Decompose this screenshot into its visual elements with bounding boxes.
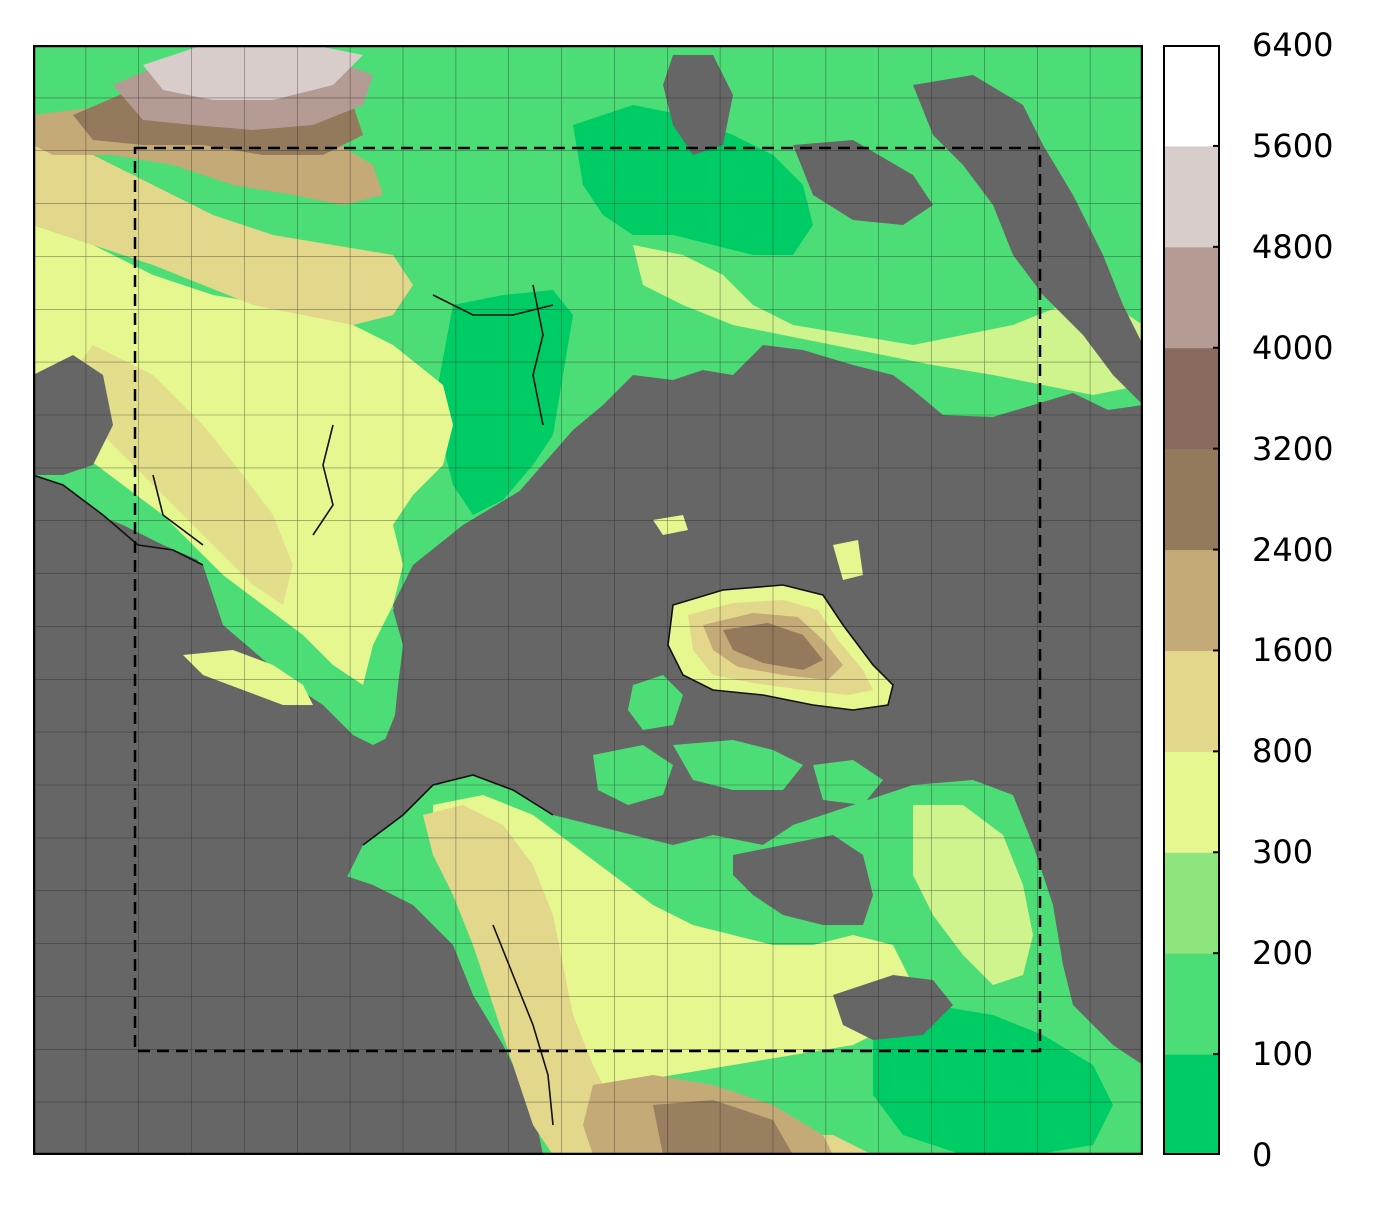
land-upper-summit bbox=[143, 45, 363, 100]
island-small-2 bbox=[833, 540, 863, 580]
land-upper-plateau bbox=[33, 225, 453, 685]
archipelago-island-1 bbox=[593, 745, 673, 805]
colorbar-swatch bbox=[1163, 650, 1220, 752]
colorbar-tick-label: 3200 bbox=[1252, 429, 1334, 468]
colorbar-swatch bbox=[1163, 347, 1220, 450]
colorbar bbox=[1163, 45, 1220, 1155]
colorbar-swatches bbox=[1163, 45, 1220, 1155]
inner-bay-2 bbox=[833, 975, 953, 1040]
coastlines bbox=[33, 284, 894, 1126]
colorbar-tick-label: 200 bbox=[1252, 934, 1314, 973]
colorbar-tick-label: 800 bbox=[1252, 732, 1314, 771]
colorbar-tick-label: 5600 bbox=[1252, 126, 1334, 165]
land-upper-highland-2 bbox=[63, 345, 293, 605]
archipelago-island-2 bbox=[673, 740, 803, 790]
coastline-river-1 bbox=[432, 294, 554, 316]
sea-lower-left bbox=[33, 805, 543, 1155]
land-lower-lowland bbox=[873, 1005, 1113, 1155]
island-small-1 bbox=[653, 515, 688, 535]
archipelago bbox=[593, 675, 883, 805]
coastline-west bbox=[492, 924, 554, 1126]
colorbar-tick-label: 2400 bbox=[1252, 530, 1334, 569]
inner-bay bbox=[733, 835, 873, 925]
colorbar-canvas bbox=[1163, 45, 1220, 1155]
colorbar-tick-label: 0 bbox=[1252, 1136, 1273, 1174]
land-lower-plain-2 bbox=[913, 805, 1033, 985]
land-upper-highland bbox=[33, 135, 413, 325]
domain-box bbox=[133, 146, 1042, 1053]
sea-inlet-upper-left bbox=[663, 55, 733, 155]
colorbar-tick-label: 4800 bbox=[1252, 227, 1334, 266]
coastline-river-3 bbox=[312, 424, 334, 536]
island-left bbox=[183, 650, 313, 705]
colorbar-swatch bbox=[1163, 549, 1220, 651]
elevation-map bbox=[33, 45, 1143, 1155]
sea-left-bay bbox=[33, 495, 198, 585]
colorbar-swatch bbox=[1163, 448, 1220, 551]
land-upper-lowland bbox=[438, 290, 573, 515]
colorbar-swatch bbox=[1163, 852, 1220, 954]
colorbar-tick-label: 1600 bbox=[1252, 631, 1334, 670]
colorbar-border bbox=[1163, 45, 1220, 1155]
colorbar-tick-label: 6400 bbox=[1252, 26, 1334, 64]
coastline-river-2 bbox=[532, 284, 544, 426]
colorbar-swatch bbox=[1163, 145, 1220, 248]
colorbar-tick-label: 300 bbox=[1252, 833, 1314, 872]
colorbar-swatch bbox=[1163, 246, 1220, 349]
colorbar-swatch bbox=[1163, 1054, 1220, 1155]
archipelago-island-3 bbox=[813, 760, 883, 805]
colorbar-swatch bbox=[1163, 45, 1220, 147]
land-lower-highland bbox=[423, 805, 873, 1155]
land-lower-peaks bbox=[653, 1100, 793, 1155]
colorbar-tick-label: 4000 bbox=[1252, 328, 1334, 367]
sea-inlet-upper-right bbox=[913, 75, 1143, 405]
coastline-lower bbox=[362, 774, 554, 846]
colorbar-tick-label: 100 bbox=[1252, 1035, 1314, 1074]
colorbar-swatch bbox=[1163, 953, 1220, 1055]
land-upper-mid bbox=[633, 245, 1143, 395]
map-border bbox=[33, 45, 1143, 1155]
land-lower-plateau-west bbox=[453, 835, 513, 945]
colorbar-swatch bbox=[1163, 751, 1220, 853]
coastline-river-4 bbox=[152, 474, 204, 546]
coastline-greenland bbox=[667, 584, 894, 711]
coastline-upper bbox=[33, 474, 204, 566]
archipelago-island-4 bbox=[628, 675, 683, 730]
land-upper-lowland-2 bbox=[573, 105, 813, 255]
map-canvas bbox=[33, 45, 1143, 1155]
graticule bbox=[33, 45, 1143, 1155]
